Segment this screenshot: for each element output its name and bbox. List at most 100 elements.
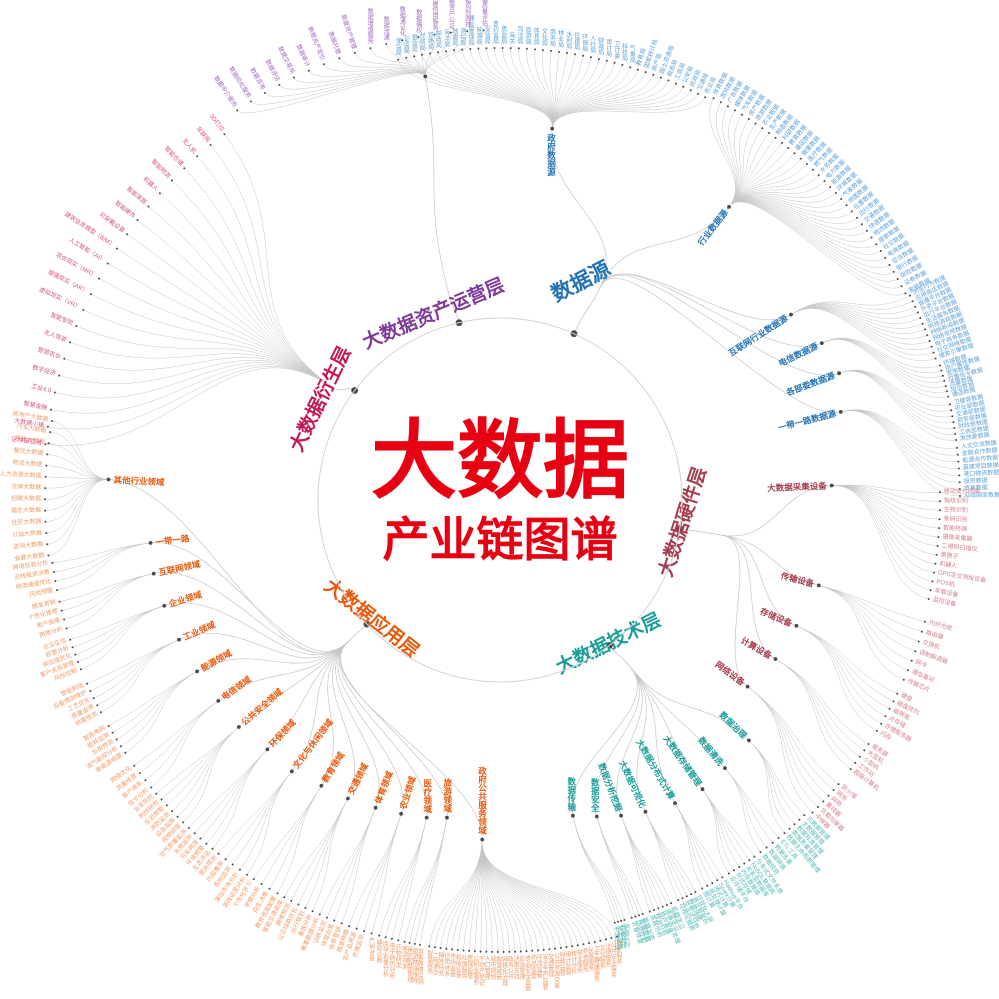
leaf-dot xyxy=(875,729,878,732)
leaf-link xyxy=(80,605,165,670)
leaf-link xyxy=(839,370,953,418)
leaf-dot xyxy=(413,55,416,58)
leaf-link xyxy=(326,807,376,918)
child-label: 公共安全领域 xyxy=(239,686,284,727)
leaf-dot xyxy=(75,325,78,327)
leaf-link xyxy=(728,201,906,296)
child-node-dot xyxy=(480,837,485,842)
leaf-dot xyxy=(867,743,870,745)
leaf-dot xyxy=(71,646,74,649)
leaf-dot xyxy=(620,919,623,922)
leaf-label: 便民服务 xyxy=(615,940,622,966)
leaf-dot xyxy=(588,942,591,945)
leaf-dot xyxy=(461,48,464,51)
leaf-dot xyxy=(89,690,92,692)
leaf-dot xyxy=(338,57,341,60)
leaf-link xyxy=(197,156,335,389)
child-label: 交通领域 xyxy=(346,761,371,796)
leaf-dot xyxy=(765,846,768,849)
leaf-dot xyxy=(856,216,858,219)
leaf-dot xyxy=(565,946,568,949)
leaf-link xyxy=(502,47,553,129)
leaf-dot xyxy=(604,938,607,941)
leaf-link xyxy=(218,771,292,854)
leaf-dot xyxy=(485,47,488,50)
leaf-link xyxy=(323,64,426,77)
leaf-link xyxy=(413,56,553,129)
leaf-dot xyxy=(781,141,783,144)
child-link xyxy=(599,274,840,376)
child-link xyxy=(722,485,832,537)
leaf-dot xyxy=(706,884,709,887)
leaf-dot xyxy=(74,653,77,656)
leaf-dot xyxy=(297,903,300,906)
child-link xyxy=(164,602,349,656)
leaf-dot xyxy=(674,82,677,85)
leaf-dot xyxy=(787,147,790,149)
child-link xyxy=(599,273,822,347)
leaf-label: 数据资产定价 xyxy=(306,25,327,61)
leaf-label: 药品监管 xyxy=(530,954,537,980)
leaf-link xyxy=(90,639,180,692)
child-node-dot xyxy=(747,738,751,743)
leaf-link xyxy=(840,410,960,490)
leaf-dot xyxy=(304,907,307,909)
leaf-dot xyxy=(58,600,61,603)
leaf-dot xyxy=(840,198,843,200)
leaf-link xyxy=(796,625,878,732)
leaf-label: 招聘大数据 xyxy=(11,494,41,502)
leaf-link xyxy=(61,573,154,611)
leaf-dot xyxy=(956,446,958,449)
leaf-link xyxy=(47,366,335,430)
leaf-link xyxy=(831,485,940,529)
center-subtitle: 产业链图谱 xyxy=(383,513,618,566)
leaf-dot xyxy=(593,941,596,943)
leaf-label: 水利局 xyxy=(565,30,572,50)
leaf-link xyxy=(418,37,426,77)
leaf-dot xyxy=(482,29,485,32)
leaf-label: 财政监督 xyxy=(558,951,565,977)
leaf-dot xyxy=(636,68,639,71)
leaf-dot xyxy=(558,50,561,53)
child-label: 医疗领域 xyxy=(423,779,433,814)
leaf-dot xyxy=(155,792,158,795)
leaf-link xyxy=(620,815,672,904)
leaf-dot xyxy=(682,85,685,88)
leaf-dot xyxy=(136,219,139,222)
leaf-link xyxy=(107,263,335,389)
leaf-link xyxy=(551,57,592,129)
leaf-dot xyxy=(44,520,47,523)
leaf-dot xyxy=(278,84,281,86)
leaf-dot xyxy=(610,937,613,939)
leaf-link xyxy=(348,813,402,927)
leaf-dot xyxy=(947,395,950,398)
leaf-link xyxy=(572,815,625,921)
leaf-link xyxy=(212,749,268,849)
leaf-dot xyxy=(930,345,933,348)
leaf-label: 数据流通 xyxy=(382,15,389,41)
leaf-dot xyxy=(733,869,735,872)
leaf-dot xyxy=(525,950,528,953)
leaf-dot xyxy=(63,618,66,621)
leaf-dot xyxy=(956,453,959,456)
leaf-label: 政务公开 xyxy=(506,955,513,981)
leaf-link xyxy=(620,815,663,907)
child-link xyxy=(267,641,349,750)
leaf-link xyxy=(481,839,590,944)
leaf-link xyxy=(839,370,956,435)
leaf-link xyxy=(148,206,335,389)
leaf-dot xyxy=(590,56,592,59)
leaf-label: 安全生产监管 xyxy=(541,953,548,991)
leaf-label: 社区大数据 xyxy=(11,517,41,526)
leaf-link xyxy=(790,305,923,329)
leaf-dot xyxy=(747,118,750,120)
branch-stem xyxy=(447,291,460,323)
leaf-dot xyxy=(311,910,314,913)
leaf-dot xyxy=(879,250,882,252)
leaf-dot xyxy=(550,49,553,52)
leaf-link xyxy=(151,700,219,788)
leaf-link xyxy=(76,325,335,389)
leaf-link xyxy=(404,817,448,942)
child-node-dot xyxy=(423,74,428,79)
